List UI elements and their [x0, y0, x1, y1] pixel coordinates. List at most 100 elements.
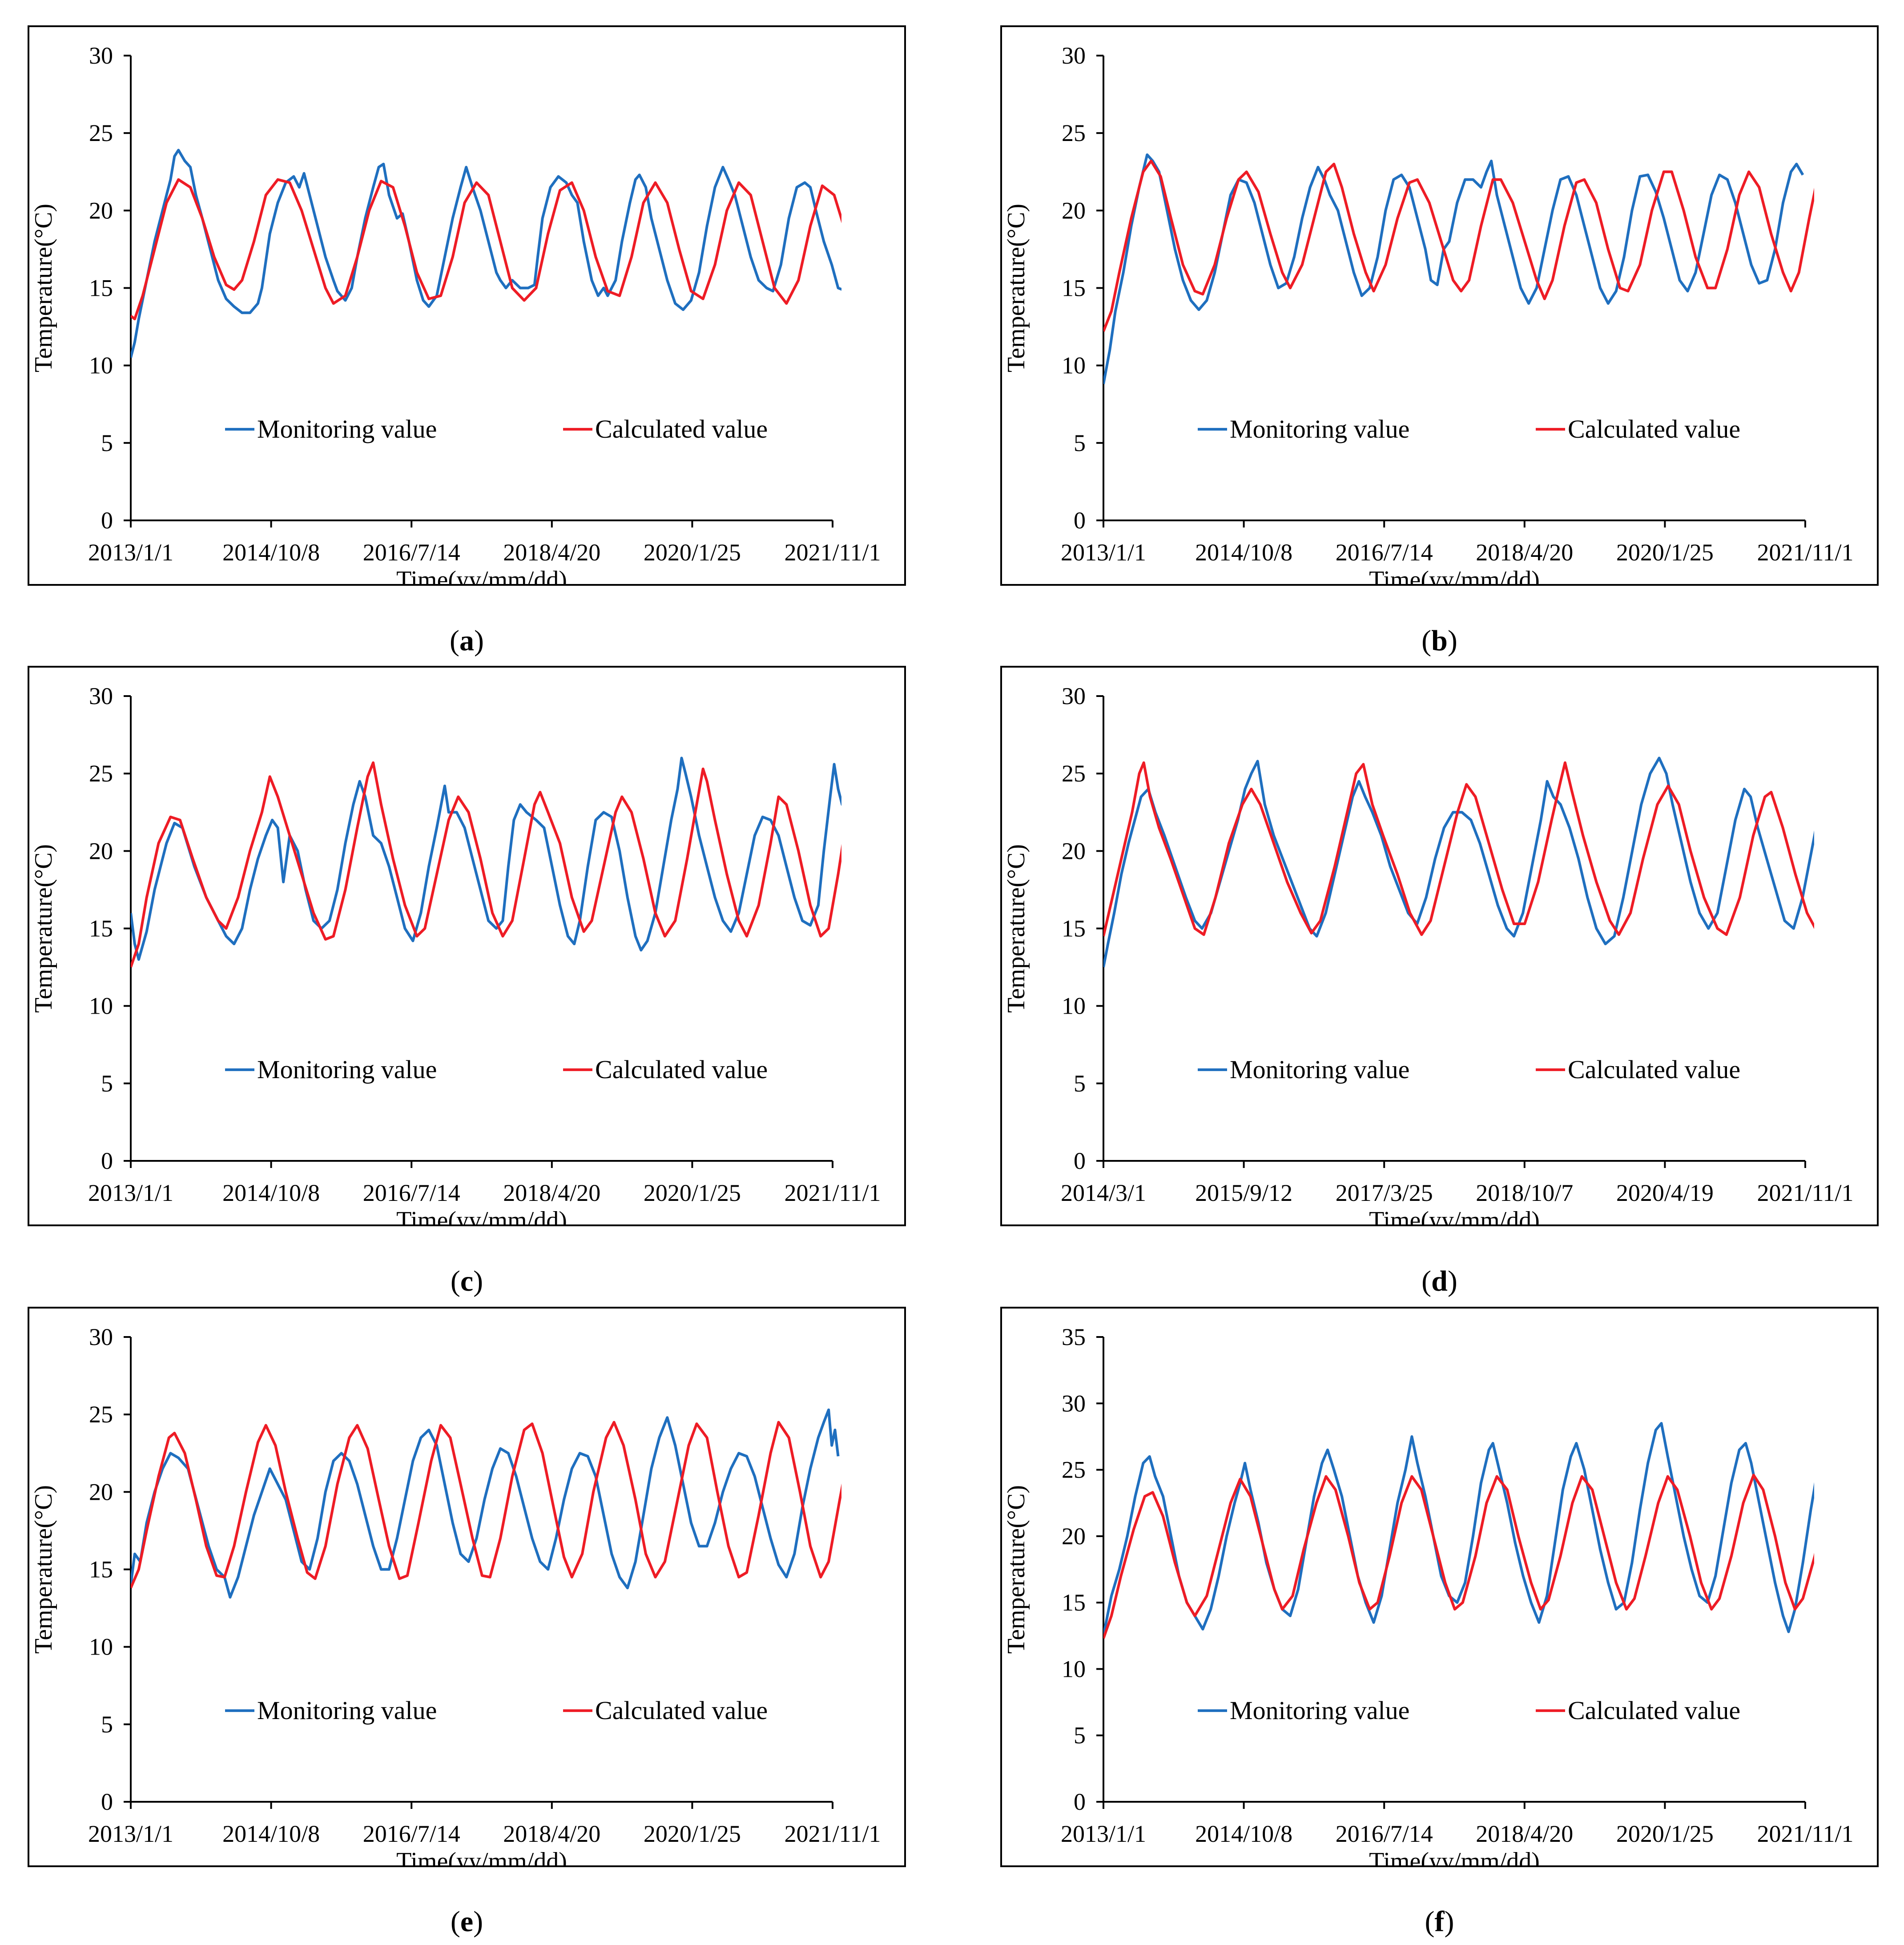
y-tick-label: 0 — [1074, 1148, 1086, 1174]
y-tick-label: 30 — [1062, 1390, 1086, 1417]
y-tick-label: 5 — [101, 1711, 113, 1738]
y-axis-title: Temperature(°C) — [1002, 1485, 1030, 1654]
legend-calculated-label: Calculated value — [595, 1696, 768, 1725]
x-tick-label: 2016/7/14 — [1336, 1820, 1433, 1847]
y-tick-label: 25 — [89, 1401, 113, 1428]
y-tick-label: 0 — [1074, 1788, 1086, 1815]
legend-monitoring-label: Monitoring value — [1230, 1055, 1409, 1084]
x-tick-label: 2020/1/25 — [1616, 539, 1714, 566]
x-tick-label: 2014/3/1 — [1061, 1180, 1146, 1206]
y-tick-label: 25 — [1062, 1457, 1086, 1483]
x-tick-label: 2013/1/1 — [88, 539, 173, 566]
legend-calculated-label: Calculated value — [1568, 1696, 1740, 1725]
y-tick-label: 0 — [101, 1788, 113, 1815]
x-axis-title: Time(yy/mm/dd) — [1369, 1207, 1540, 1224]
y-tick-label: 20 — [89, 838, 113, 864]
x-tick-label: 2013/1/1 — [88, 1180, 173, 1206]
y-tick-label: 10 — [1062, 352, 1086, 379]
chart-svg-d: 0 5 10 15 20 25 30 2014/3/1 2015/9/12 2017/3/25 20… — [1002, 683, 1854, 1224]
chart-svg-a: 0 5 10 15 20 25 30 2013/1/1 2014/10/8 2016/7/14 20… — [30, 42, 881, 584]
y-tick-label: 30 — [89, 1324, 113, 1350]
legend-monitoring-label: Monitoring value — [1230, 415, 1409, 443]
monitoring-series-line — [131, 149, 841, 358]
panel-caption-e: (e) — [450, 1905, 483, 1938]
y-tick-label: 15 — [89, 915, 113, 942]
chart-svg-e: 0 5 10 15 20 25 30 2013/1/1 2014/10/8 2016/7/14 20… — [30, 1324, 881, 1865]
monitoring-series-line — [1103, 153, 1804, 385]
x-tick-label: 2021/11/1 — [1757, 1820, 1853, 1847]
y-tick-label: 5 — [101, 1070, 113, 1097]
y-tick-label: 10 — [89, 993, 113, 1019]
panel-caption-a: (a) — [450, 624, 484, 657]
y-tick-label: 25 — [89, 760, 113, 787]
y-tick-label: 0 — [101, 1148, 113, 1174]
x-tick-label: 2021/11/1 — [1757, 539, 1853, 566]
legend-calculated-label: Calculated value — [1568, 1055, 1740, 1084]
y-tick-label: 10 — [89, 1634, 113, 1660]
y-tick-label: 20 — [1062, 197, 1086, 224]
chart-panel-a: 0 5 10 15 20 25 30 2013/1/1 2014/10/8 2016/7/14 20… — [28, 25, 906, 586]
y-tick-label: 5 — [101, 430, 113, 456]
y-tick-label: 5 — [1074, 430, 1086, 456]
calculated-series-line — [1103, 1474, 1814, 1639]
y-tick-label: 15 — [1062, 915, 1086, 942]
y-axis-title: Temperature(°C) — [30, 1485, 57, 1654]
y-tick-label: 35 — [1062, 1324, 1086, 1350]
y-tick-label: 20 — [1062, 838, 1086, 864]
x-tick-label: 2014/10/8 — [222, 1180, 320, 1206]
x-tick-label: 2015/9/12 — [1195, 1180, 1292, 1206]
y-tick-label: 20 — [89, 1478, 113, 1505]
y-tick-label: 20 — [89, 197, 113, 224]
y-tick-label: 15 — [89, 275, 113, 302]
chart-panel-c: 0 5 10 15 20 25 30 2013/1/1 2014/10/8 2016/7/14 20… — [28, 666, 906, 1226]
chart-svg-f: 0 5 10 15 20 25 30 35 2013/1/1 2014/10/8 2016/7/14… — [1002, 1324, 1854, 1865]
y-tick-label: 10 — [1062, 993, 1086, 1019]
chart-panel-d: 0 5 10 15 20 25 30 2014/3/1 2015/9/12 2017/3/25 20… — [1000, 666, 1879, 1226]
x-axis-title: Time(yy/mm/dd) — [396, 1848, 567, 1865]
y-tick-label: 5 — [1074, 1722, 1086, 1749]
x-tick-label: 2018/4/20 — [1476, 1820, 1573, 1847]
y-axis-title: Temperature(°C) — [1002, 204, 1030, 372]
monitoring-series-line — [1103, 757, 1814, 968]
x-axis-title: Time(yy/mm/dd) — [1369, 1848, 1540, 1865]
calculated-series-line — [131, 178, 841, 321]
panel-caption-c: (c) — [450, 1265, 483, 1297]
x-tick-label: 2021/11/1 — [784, 1820, 881, 1847]
x-tick-label: 2013/1/1 — [1061, 1820, 1146, 1847]
x-tick-label: 2013/1/1 — [1061, 539, 1146, 566]
x-tick-label: 2018/4/20 — [503, 1180, 600, 1206]
y-tick-label: 30 — [89, 42, 113, 69]
legend-monitoring-label: Monitoring value — [257, 1055, 437, 1084]
panel-caption-b: (b) — [1421, 624, 1457, 657]
y-tick-label: 30 — [1062, 42, 1086, 69]
x-tick-label: 2020/1/25 — [644, 1820, 741, 1847]
y-tick-label: 30 — [89, 683, 113, 709]
x-tick-label: 2013/1/1 — [88, 1820, 173, 1847]
x-axis-title: Time(yy/mm/dd) — [396, 566, 567, 584]
y-tick-label: 15 — [89, 1556, 113, 1583]
panel-caption-f: (f) — [1425, 1905, 1454, 1938]
x-tick-label: 2021/11/1 — [784, 1180, 881, 1206]
y-axis-title: Temperature(°C) — [1002, 844, 1030, 1013]
x-tick-label: 2014/10/8 — [222, 1820, 320, 1847]
y-tick-label: 25 — [1062, 760, 1086, 787]
chart-svg-b: 0 5 10 15 20 25 30 2013/1/1 2014/10/8 2016/7/14 20… — [1002, 42, 1854, 584]
x-tick-label: 2020/1/25 — [1616, 1820, 1714, 1847]
y-axis-title: Temperature(°C) — [30, 844, 57, 1013]
x-tick-label: 2016/7/14 — [363, 1820, 460, 1847]
x-tick-label: 2016/7/14 — [1336, 539, 1433, 566]
calculated-series-line — [131, 1421, 841, 1589]
chart-panel-b: 0 5 10 15 20 25 30 2013/1/1 2014/10/8 2016/7/14 20… — [1000, 25, 1879, 586]
y-tick-label: 25 — [1062, 120, 1086, 146]
chart-svg-c: 0 5 10 15 20 25 30 2013/1/1 2014/10/8 2016/7/14 20… — [30, 683, 881, 1224]
x-tick-label: 2018/4/20 — [503, 539, 600, 566]
panel-caption-d: (d) — [1421, 1265, 1457, 1297]
y-tick-label: 25 — [89, 120, 113, 146]
x-tick-label: 2017/3/25 — [1336, 1180, 1433, 1206]
y-tick-label: 10 — [89, 352, 113, 379]
calculated-series-line — [1103, 159, 1814, 332]
legend-monitoring-label: Monitoring value — [257, 415, 437, 443]
x-tick-label: 2018/4/20 — [503, 1820, 600, 1847]
x-tick-label: 2020/1/25 — [644, 539, 741, 566]
legend-calculated-label: Calculated value — [595, 1055, 768, 1084]
